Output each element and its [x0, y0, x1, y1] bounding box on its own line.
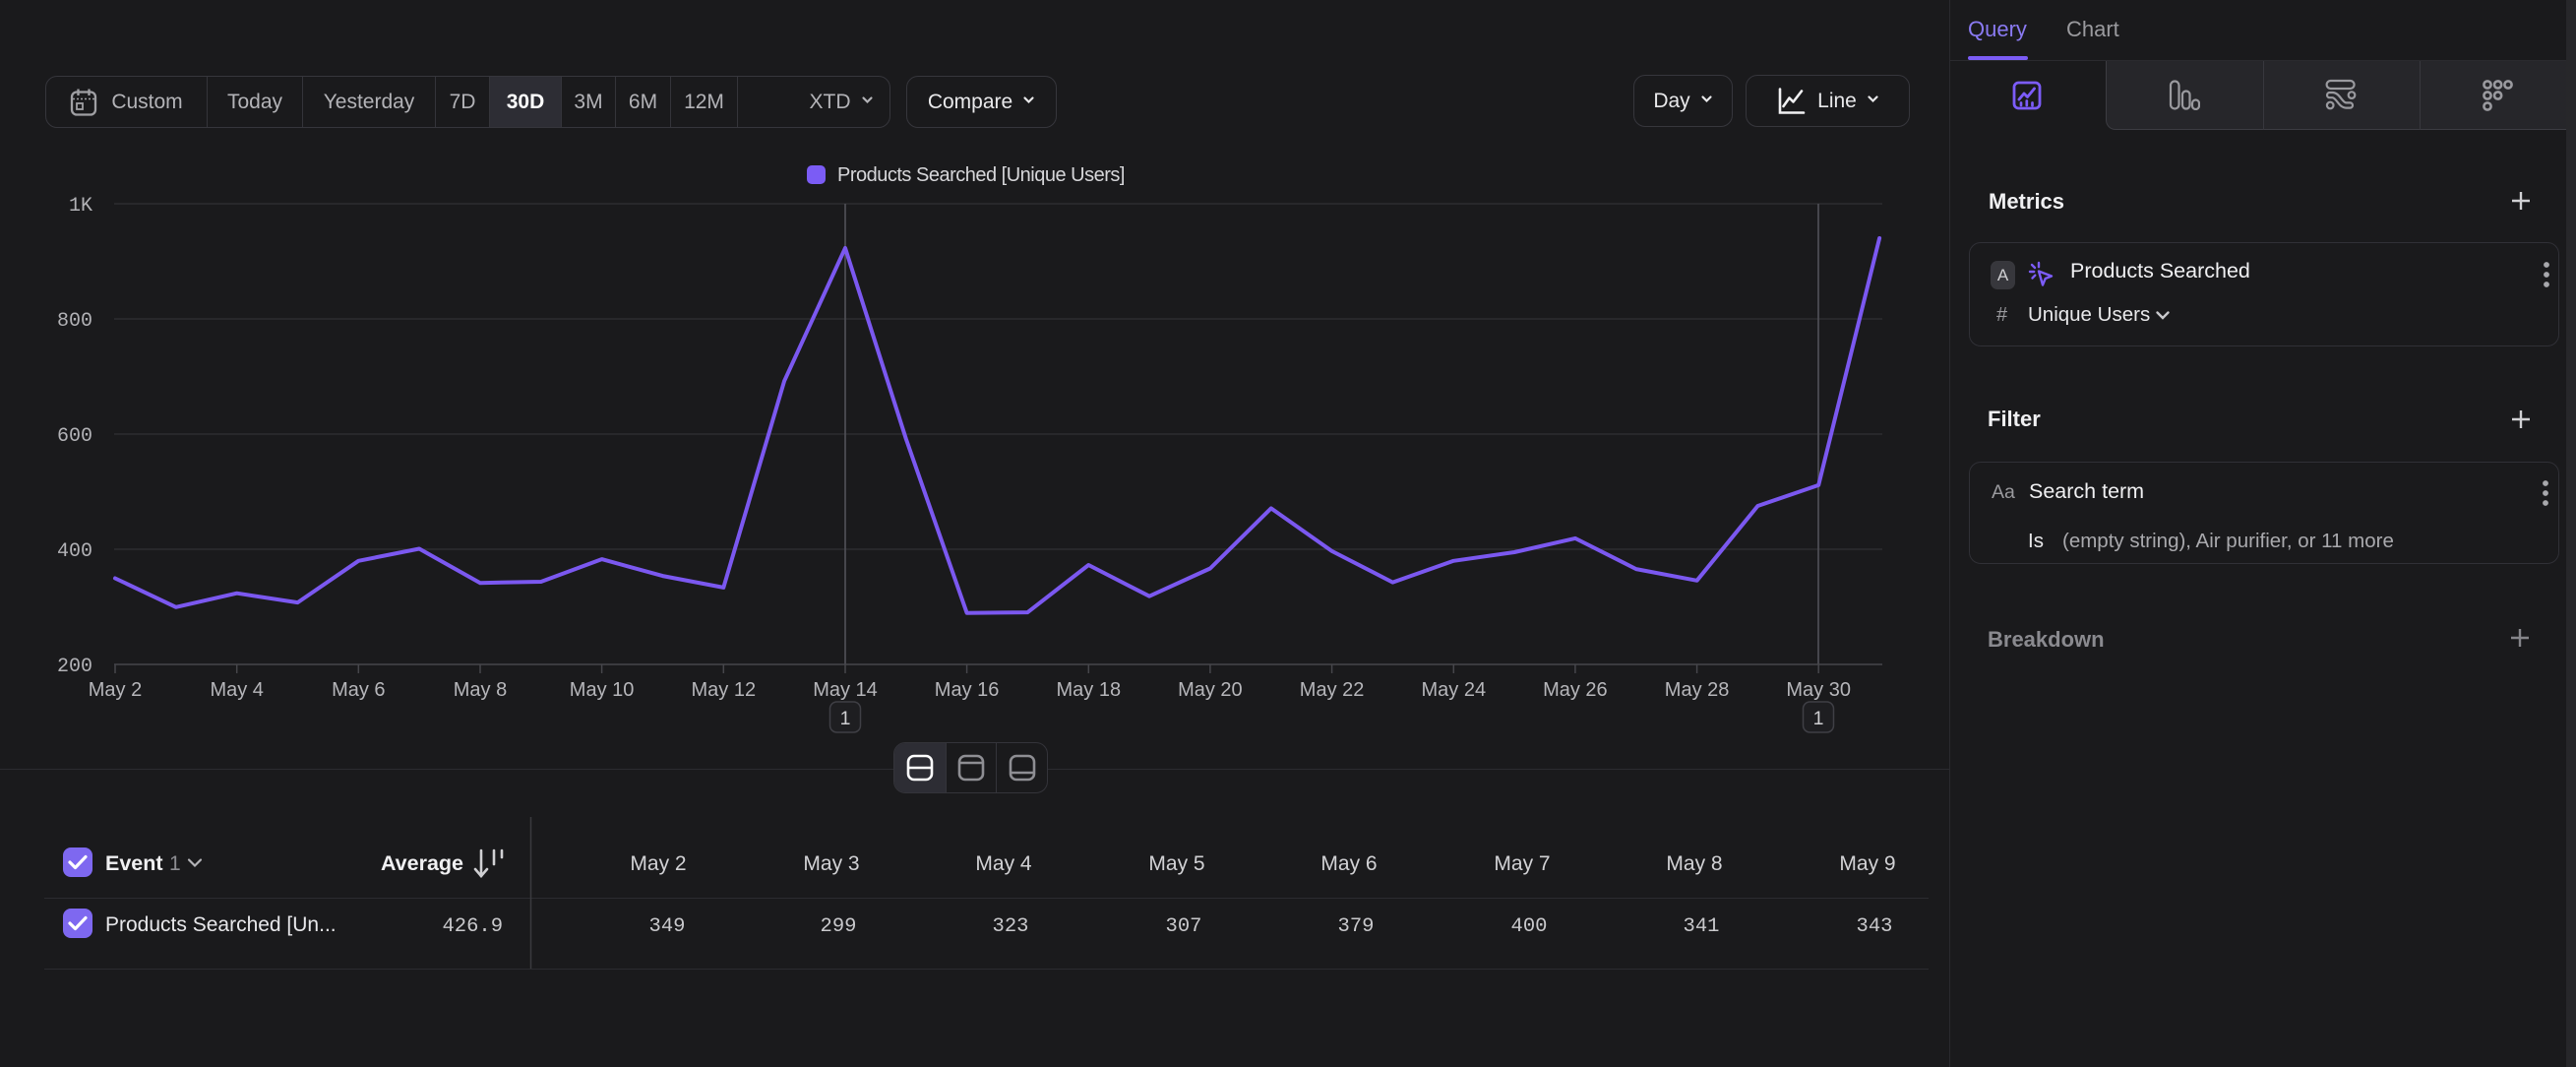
svg-text:May 12: May 12 [692, 679, 757, 701]
svg-text:Products Searched [Un...: Products Searched [Un... [105, 913, 337, 936]
svg-text:May 18: May 18 [1057, 679, 1122, 701]
svg-text:May 4: May 4 [975, 852, 1032, 875]
svg-text:May 2: May 2 [89, 679, 142, 701]
svg-text:343: 343 [1857, 915, 1893, 938]
svg-text:1: 1 [1813, 708, 1824, 729]
svg-text:Products Searched [Unique User: Products Searched [Unique Users] [837, 164, 1125, 186]
svg-text:349: 349 [649, 915, 686, 938]
svg-text:May 6: May 6 [332, 679, 385, 701]
svg-text:1K: 1K [69, 195, 92, 218]
svg-text:May 10: May 10 [570, 679, 635, 701]
svg-text:1: 1 [840, 708, 851, 729]
svg-text:400: 400 [1511, 915, 1548, 938]
svg-text:May 20: May 20 [1178, 679, 1243, 701]
svg-text:May 24: May 24 [1422, 679, 1487, 701]
svg-text:May 26: May 26 [1543, 679, 1608, 701]
svg-text:May 3: May 3 [803, 852, 859, 875]
svg-text:May 8: May 8 [454, 679, 507, 701]
svg-text:May 30: May 30 [1786, 679, 1851, 701]
svg-text:May 22: May 22 [1300, 679, 1365, 701]
svg-text:600: 600 [57, 425, 92, 448]
svg-text:May 16: May 16 [935, 679, 1000, 701]
svg-text:May 4: May 4 [210, 679, 263, 701]
svg-text:Average: Average [381, 851, 463, 875]
svg-text:800: 800 [57, 310, 92, 333]
svg-text:1: 1 [169, 852, 181, 875]
svg-text:May 5: May 5 [1148, 852, 1204, 875]
svg-text:379: 379 [1338, 915, 1375, 938]
svg-text:May 7: May 7 [1494, 852, 1550, 875]
svg-text:May 8: May 8 [1666, 852, 1722, 875]
svg-text:May 28: May 28 [1665, 679, 1730, 701]
svg-text:200: 200 [57, 656, 92, 678]
svg-text:May 6: May 6 [1320, 852, 1377, 875]
svg-text:426.9: 426.9 [442, 915, 503, 938]
svg-text:299: 299 [821, 915, 857, 938]
svg-text:May 14: May 14 [813, 679, 878, 701]
svg-text:May 9: May 9 [1839, 852, 1895, 875]
svg-text:307: 307 [1166, 915, 1202, 938]
svg-text:May 2: May 2 [630, 852, 686, 875]
svg-text:341: 341 [1684, 915, 1720, 938]
svg-text:400: 400 [57, 540, 92, 563]
svg-text:323: 323 [993, 915, 1029, 938]
svg-text:Event: Event [105, 851, 163, 875]
